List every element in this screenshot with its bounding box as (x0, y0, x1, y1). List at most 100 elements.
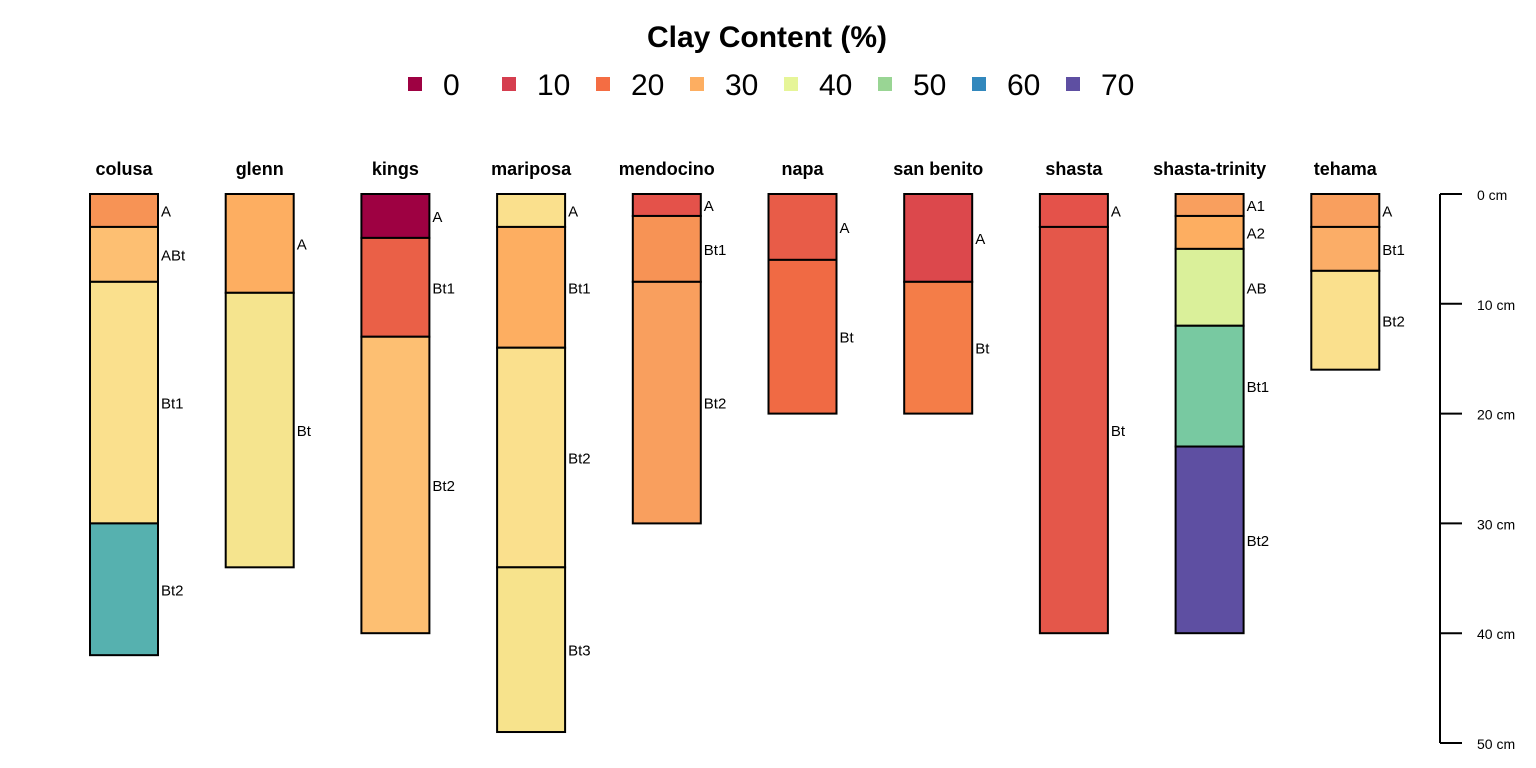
horizon-mariposa-A (496, 193, 567, 228)
horizon-mendocino-A (631, 193, 702, 217)
horizon-label: Bt2 (1247, 533, 1270, 550)
horizon-label: A (1382, 203, 1392, 220)
depth-tick-label: 50 cm (1477, 736, 1515, 752)
horizon-label: AB (1247, 280, 1267, 297)
horizon-label: A (1111, 203, 1121, 220)
horizon-colusa-Bt1 (89, 280, 159, 525)
horizon-mariposa-Bt3 (496, 566, 567, 734)
horizon-kings-Bt2 (360, 335, 431, 635)
horizon-label: Bt1 (568, 280, 591, 297)
legend-swatch-10 (502, 77, 516, 91)
legend-swatch-0 (408, 77, 422, 91)
depth-tick-label: 30 cm (1477, 516, 1515, 532)
horizon-colusa-A (89, 193, 159, 228)
legend: 0 10 20 30 40 50 60 70 (408, 69, 1134, 102)
horizon-label: Bt (297, 423, 312, 440)
legend-label-60: 60 (1007, 69, 1040, 102)
profile-shasta: shasta A Bt (1038, 159, 1126, 635)
horizon-label: Bt1 (432, 280, 455, 297)
horizon-label: A (975, 231, 985, 248)
horizon-label: Bt (975, 341, 990, 358)
horizon-label: A (432, 209, 442, 226)
horizon-san-benito-A (903, 193, 974, 283)
horizon-glenn-Bt (224, 291, 295, 569)
depth-axis: 0 cm 10 cm 20 cm 30 cm 40 cm 50 cm (1439, 187, 1515, 752)
horizon-label: Bt1 (1247, 379, 1270, 396)
horizon-label: A (161, 203, 171, 220)
legend-label-70: 70 (1101, 69, 1134, 102)
horizon-label: Bt2 (704, 396, 727, 413)
horizon-mendocino-Bt2 (631, 280, 702, 525)
depth-tick-label: 20 cm (1477, 407, 1515, 423)
legend-swatch-50 (878, 77, 892, 91)
horizon-tehama-Bt2 (1310, 269, 1381, 371)
horizon-napa-Bt (767, 258, 838, 415)
horizon-shasta-Bt (1038, 225, 1109, 635)
legend-label-0: 0 (443, 69, 460, 102)
horizon-kings-Bt1 (360, 236, 431, 338)
profile-name: mendocino (619, 159, 715, 179)
legend-swatch-20 (596, 77, 610, 91)
profile-mariposa: mariposa A Bt1 Bt2 Bt3 (491, 159, 591, 734)
legend-label-50: 50 (913, 69, 946, 102)
horizon-shasta-trinity-AB (1174, 247, 1245, 327)
profile-tehama: tehama A Bt1 Bt2 (1310, 159, 1405, 371)
horizon-shasta-trinity-Bt1 (1174, 324, 1245, 448)
legend-label-20: 20 (631, 69, 664, 102)
horizon-shasta-A (1038, 193, 1109, 228)
profile-name: san benito (893, 159, 983, 179)
legend-label-40: 40 (819, 69, 852, 102)
legend-swatch-30 (690, 77, 704, 91)
horizon-label: Bt2 (161, 582, 184, 599)
horizon-kings-A (360, 193, 431, 239)
depth-tick-label: 40 cm (1477, 626, 1515, 642)
profile-name: shasta (1045, 159, 1103, 179)
profile-name: shasta-trinity (1153, 159, 1266, 179)
legend-label-10: 10 (537, 69, 570, 102)
horizon-napa-A (767, 193, 838, 261)
profile-name: tehama (1314, 159, 1378, 179)
profile-glenn: glenn A Bt (224, 159, 312, 569)
horizon-label: Bt (840, 330, 855, 347)
profile-name: kings (372, 159, 419, 179)
profile-colusa: colusa A ABt Bt1 Bt2 (89, 159, 186, 657)
profile-mendocino: mendocino A Bt1 Bt2 (619, 159, 727, 525)
horizon-label: A2 (1247, 225, 1265, 242)
depth-tick-label: 0 cm (1477, 187, 1507, 203)
horizon-colusa-ABt (89, 225, 159, 283)
horizon-label: Bt1 (1382, 242, 1405, 259)
horizon-mendocino-Bt1 (631, 214, 702, 283)
profile-kings: kings A Bt1 Bt2 (360, 159, 455, 635)
horizon-label: Bt1 (161, 396, 184, 413)
horizon-label: Bt (1111, 423, 1126, 440)
legend-swatch-70 (1066, 77, 1080, 91)
horizon-shasta-trinity-A1 (1174, 193, 1245, 217)
horizon-colusa-Bt2 (89, 522, 159, 657)
horizon-label: Bt2 (568, 451, 591, 468)
horizon-shasta-trinity-Bt2 (1174, 445, 1245, 635)
horizon-label: Bt3 (568, 643, 591, 660)
horizon-san-benito-Bt (903, 280, 974, 415)
horizon-tehama-Bt1 (1310, 225, 1381, 272)
horizon-label: A1 (1247, 198, 1265, 215)
horizon-mariposa-Bt2 (496, 346, 567, 569)
profile-name: napa (781, 159, 824, 179)
horizon-label: Bt2 (432, 478, 455, 495)
depth-tick-label: 10 cm (1477, 297, 1515, 313)
horizon-glenn-A (224, 193, 295, 294)
profiles: colusaAABtBt1Bt2glennABtkingsABt1Bt2mari… (89, 159, 1405, 734)
profile-napa: napa A Bt (767, 159, 855, 415)
legend-swatch-60 (972, 77, 986, 91)
horizon-label: A (704, 198, 714, 215)
legend-swatch-40 (784, 77, 798, 91)
horizon-label: A (840, 220, 850, 237)
profile-shasta-trinity: shasta-trinity A1 A2 AB Bt1 Bt2 (1153, 159, 1270, 635)
horizon-label: ABt (161, 247, 186, 264)
horizon-label: Bt2 (1382, 313, 1405, 330)
horizon-label: A (297, 236, 307, 253)
profile-name: mariposa (491, 159, 572, 179)
horizon-mariposa-Bt1 (496, 225, 567, 349)
profile-name: colusa (95, 159, 153, 179)
horizon-tehama-A (1310, 193, 1381, 228)
